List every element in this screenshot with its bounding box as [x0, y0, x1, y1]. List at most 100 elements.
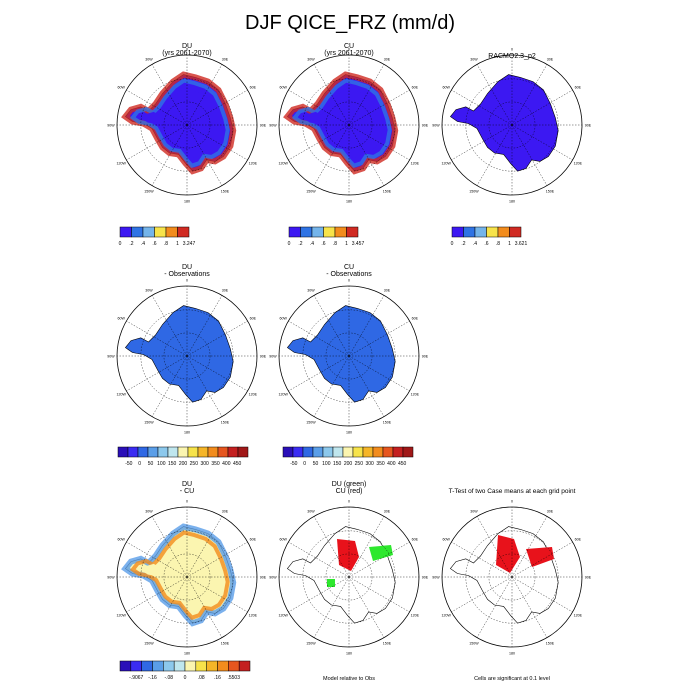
lon-label: 30E — [547, 510, 554, 514]
lon-label: 30E — [384, 510, 391, 514]
colorbar-label: .6 — [321, 241, 325, 247]
meridian-line — [348, 541, 410, 578]
colorbar-label: 100 — [322, 461, 331, 467]
meridian-line — [186, 295, 223, 357]
meridian-line — [511, 541, 573, 578]
colorbar-label: 0 — [119, 241, 122, 247]
meridian-line — [313, 64, 350, 126]
lon-label: 120E — [249, 393, 258, 397]
colorbar-box — [165, 226, 178, 238]
inner-band — [129, 78, 230, 169]
lon-label: 0 — [511, 48, 513, 52]
panel-title: DU — [182, 43, 192, 50]
latitude-circle — [140, 78, 234, 172]
colorbar-label: 150 — [168, 461, 177, 467]
latitude-circle — [465, 530, 559, 624]
latitude-circle — [302, 78, 396, 172]
lon-label: 30W — [307, 58, 315, 62]
antarctica-outline — [286, 526, 396, 624]
lon-label: 150W — [144, 189, 154, 193]
latitude-circle — [302, 530, 396, 624]
lon-label: 90W — [269, 355, 277, 359]
meridian-line — [126, 541, 188, 578]
colorbar-box — [173, 660, 186, 672]
lon-label: 150E — [546, 189, 555, 193]
lon-label: 60E — [575, 538, 582, 542]
colorbar-box — [154, 226, 167, 238]
colorbar-box — [402, 446, 414, 458]
colorbar-label: 200 — [179, 461, 188, 467]
antarctica-fill — [449, 74, 559, 172]
lon-label: 120W — [116, 393, 126, 397]
colorbar-box — [302, 446, 314, 458]
lon-label: 150W — [144, 420, 154, 424]
lon-label: 30W — [470, 510, 478, 514]
lon-label: 60E — [250, 317, 257, 321]
colorbar-box — [323, 226, 336, 238]
panel-title: DU (green) — [332, 481, 367, 488]
colorbar-label: -50 — [290, 461, 297, 467]
lon-label: 60W — [117, 538, 125, 542]
meridian-line — [186, 516, 223, 578]
lon-label: 60W — [442, 86, 450, 90]
colorbar-box — [177, 446, 189, 458]
lon-label: 120E — [574, 162, 583, 166]
lon-label: 180 — [184, 200, 190, 204]
colorbar-box — [282, 446, 294, 458]
panel-title: - Observations — [164, 271, 210, 278]
colorbar-box — [382, 446, 394, 458]
lon-label: 30E — [547, 58, 554, 62]
colorbar-box — [288, 226, 301, 238]
colorbar-box — [509, 226, 522, 238]
colorbar-label: 400 — [222, 461, 231, 467]
meridian-line — [126, 355, 188, 392]
lon-label: 150W — [469, 641, 479, 645]
panel-bottom-left: 0 30E 60E 90E 120E 150E 180 150W 120W 90W 60W 30W DU… — [107, 481, 266, 681]
meridian-line — [348, 355, 385, 417]
lon-label: 90E — [585, 124, 592, 128]
lon-label: 60W — [279, 86, 287, 90]
meridian-line — [151, 295, 188, 357]
panel-top-middle: 0 30E 60E 90E 120E 150E 180 150W 120W 90W 60W 30W CU… — [269, 43, 428, 247]
colorbar-label: 250 — [190, 461, 199, 467]
red-region — [337, 539, 359, 571]
lon-label: 60E — [412, 86, 419, 90]
inner-band — [291, 78, 392, 169]
lon-label: 60E — [412, 538, 419, 542]
lon-label: 60E — [575, 86, 582, 90]
meridian-line — [476, 64, 513, 126]
colorbar-label: .08 — [198, 675, 205, 681]
colorbar-label: 50 — [313, 461, 319, 467]
lon-label: 120W — [116, 162, 126, 166]
colorbar-label: 450 — [398, 461, 407, 467]
colorbar-box — [486, 226, 499, 238]
colorbar-box — [167, 446, 179, 458]
colorbar-box — [463, 226, 476, 238]
meridian-line — [186, 576, 248, 613]
colorbar-label: 300 — [200, 461, 209, 467]
colorbar-box — [311, 226, 324, 238]
colorbar-label: 0 — [138, 461, 141, 467]
meridian-line — [348, 124, 410, 161]
panel-mid-left: 0 30E 60E 90E 120E 150E 180 150W 120W 90W 60W 30W DU… — [107, 264, 266, 467]
meridian-line — [511, 89, 573, 126]
latitude-circle — [325, 553, 373, 601]
colorbar-box — [312, 446, 324, 458]
colorbar-label: 1 — [345, 241, 348, 247]
colorbar-label: .8 — [333, 241, 337, 247]
lon-label: 150W — [306, 189, 316, 193]
lon-label: 90E — [585, 576, 592, 580]
meridian-line — [126, 576, 188, 613]
colorbar-label: 300 — [365, 461, 374, 467]
meridian-line — [313, 576, 350, 638]
lon-label: 60W — [279, 317, 287, 321]
latitude-circle — [325, 101, 373, 149]
panel-title: CU — [344, 264, 354, 271]
lon-label: 90E — [422, 355, 429, 359]
panel-title: - Observations — [326, 271, 372, 278]
colorbar-box — [127, 446, 139, 458]
colorbar-box — [152, 660, 164, 672]
lon-label: 150E — [221, 189, 230, 193]
lon-label: 0 — [348, 500, 350, 504]
lon-label: 180 — [346, 200, 352, 204]
